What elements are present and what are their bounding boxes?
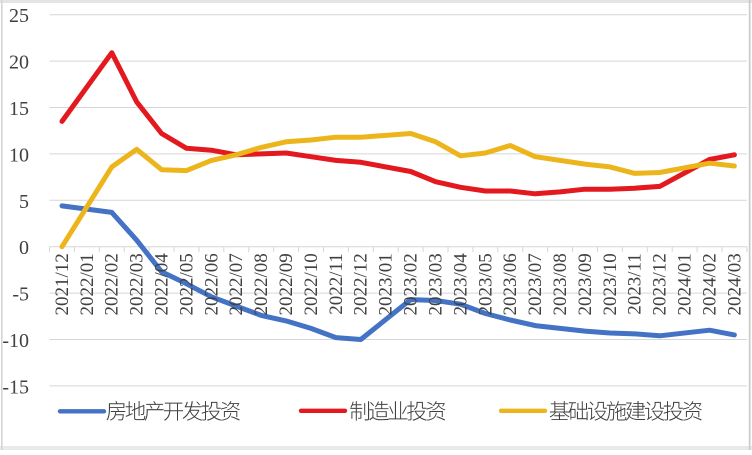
svg-text:2023/09: 2023/09 <box>575 253 596 315</box>
svg-text:-15: -15 <box>2 376 29 398</box>
svg-text:5: 5 <box>19 191 29 213</box>
svg-text:2022/02: 2022/02 <box>102 253 123 315</box>
svg-text:2023/04: 2023/04 <box>450 253 471 316</box>
svg-text:2023/01: 2023/01 <box>376 253 397 315</box>
svg-text:10: 10 <box>9 144 29 166</box>
svg-text:20: 20 <box>9 52 29 74</box>
svg-text:2022/05: 2022/05 <box>176 253 197 315</box>
svg-text:15: 15 <box>9 98 29 120</box>
svg-text:2023/05: 2023/05 <box>475 253 496 315</box>
svg-text:2022/08: 2022/08 <box>251 253 272 315</box>
svg-text:2022/06: 2022/06 <box>201 253 222 315</box>
svg-text:25: 25 <box>9 5 29 27</box>
svg-text:2022/07: 2022/07 <box>226 253 247 315</box>
svg-text:2022/12: 2022/12 <box>351 253 372 315</box>
svg-text:2024/02: 2024/02 <box>699 253 720 315</box>
svg-text:2024/01: 2024/01 <box>675 253 696 315</box>
svg-text:-10: -10 <box>2 330 29 352</box>
svg-text:2022/01: 2022/01 <box>77 253 98 315</box>
svg-text:2023/10: 2023/10 <box>600 253 621 315</box>
svg-text:2023/03: 2023/03 <box>426 253 447 315</box>
svg-text:-5: -5 <box>12 284 29 306</box>
svg-text:0: 0 <box>19 237 29 259</box>
svg-text:2022/11: 2022/11 <box>326 253 347 315</box>
svg-text:2023/11: 2023/11 <box>625 253 646 315</box>
svg-text:2023/12: 2023/12 <box>650 253 671 315</box>
svg-text:2022/03: 2022/03 <box>127 253 148 315</box>
svg-text:2023/08: 2023/08 <box>550 253 571 315</box>
svg-text:2023/07: 2023/07 <box>525 253 546 315</box>
svg-text:2023/06: 2023/06 <box>500 253 521 315</box>
svg-text:2023/02: 2023/02 <box>401 253 422 315</box>
svg-text:2022/09: 2022/09 <box>276 253 297 315</box>
svg-text:2022/10: 2022/10 <box>301 253 322 315</box>
svg-text:2024/03: 2024/03 <box>724 253 745 315</box>
svg-text:2022/04: 2022/04 <box>152 253 173 316</box>
svg-text:2021/12: 2021/12 <box>52 253 73 315</box>
